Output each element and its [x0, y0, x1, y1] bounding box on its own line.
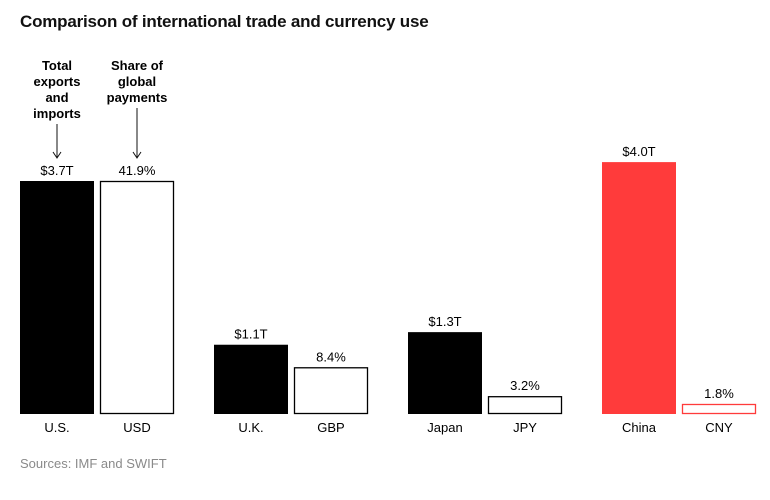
trade-annotation-line: and: [45, 90, 68, 105]
payments-arrow-head: [132, 151, 142, 159]
country-label: U.K.: [238, 420, 263, 435]
currency-label: GBP: [317, 420, 344, 435]
payments-annotation-line: Share of: [111, 58, 164, 73]
payments-annotation-line: payments: [107, 90, 168, 105]
trade-bar-uk: [214, 344, 288, 414]
trade-value-label: $3.7T: [40, 163, 73, 178]
trade-annotation-line: exports: [34, 74, 81, 89]
share-value-label: 3.2%: [510, 378, 540, 393]
currency-label: JPY: [513, 420, 537, 435]
share-value-label: 41.9%: [119, 163, 156, 178]
country-label: U.S.: [44, 420, 69, 435]
share-bar-gbp: [293, 367, 369, 415]
country-label: China: [622, 420, 657, 435]
trade-annotation-line: Total: [42, 58, 72, 73]
source-note: Sources: IMF and SWIFT: [20, 456, 167, 471]
trade-arrow-head: [52, 151, 62, 159]
share-bar-usd: [99, 180, 175, 415]
trade-value-label: $4.0T: [622, 144, 655, 159]
share-bar-jpy: [487, 396, 563, 415]
share-value-label: 1.8%: [704, 386, 734, 401]
trade-annotation-line: imports: [33, 106, 81, 121]
trade-bar-japan: [408, 332, 482, 414]
trade-bar-us: [20, 181, 94, 414]
share-bar-cny: [681, 403, 757, 415]
currency-label: CNY: [705, 420, 733, 435]
trade-bar-china: [602, 162, 676, 414]
chart-title: Comparison of international trade and cu…: [20, 12, 429, 31]
currency-label: USD: [123, 420, 150, 435]
chart-svg: $3.7T 41.9% U.S. USD $1.1T 8.4% U.K. GBP $1.3T 3.…: [20, 58, 757, 435]
trade-value-label: $1.1T: [234, 327, 267, 342]
payments-annotation-line: global: [118, 74, 156, 89]
share-value-label: 8.4%: [316, 349, 346, 364]
trade-value-label: $1.3T: [428, 314, 461, 329]
country-label: Japan: [427, 420, 462, 435]
